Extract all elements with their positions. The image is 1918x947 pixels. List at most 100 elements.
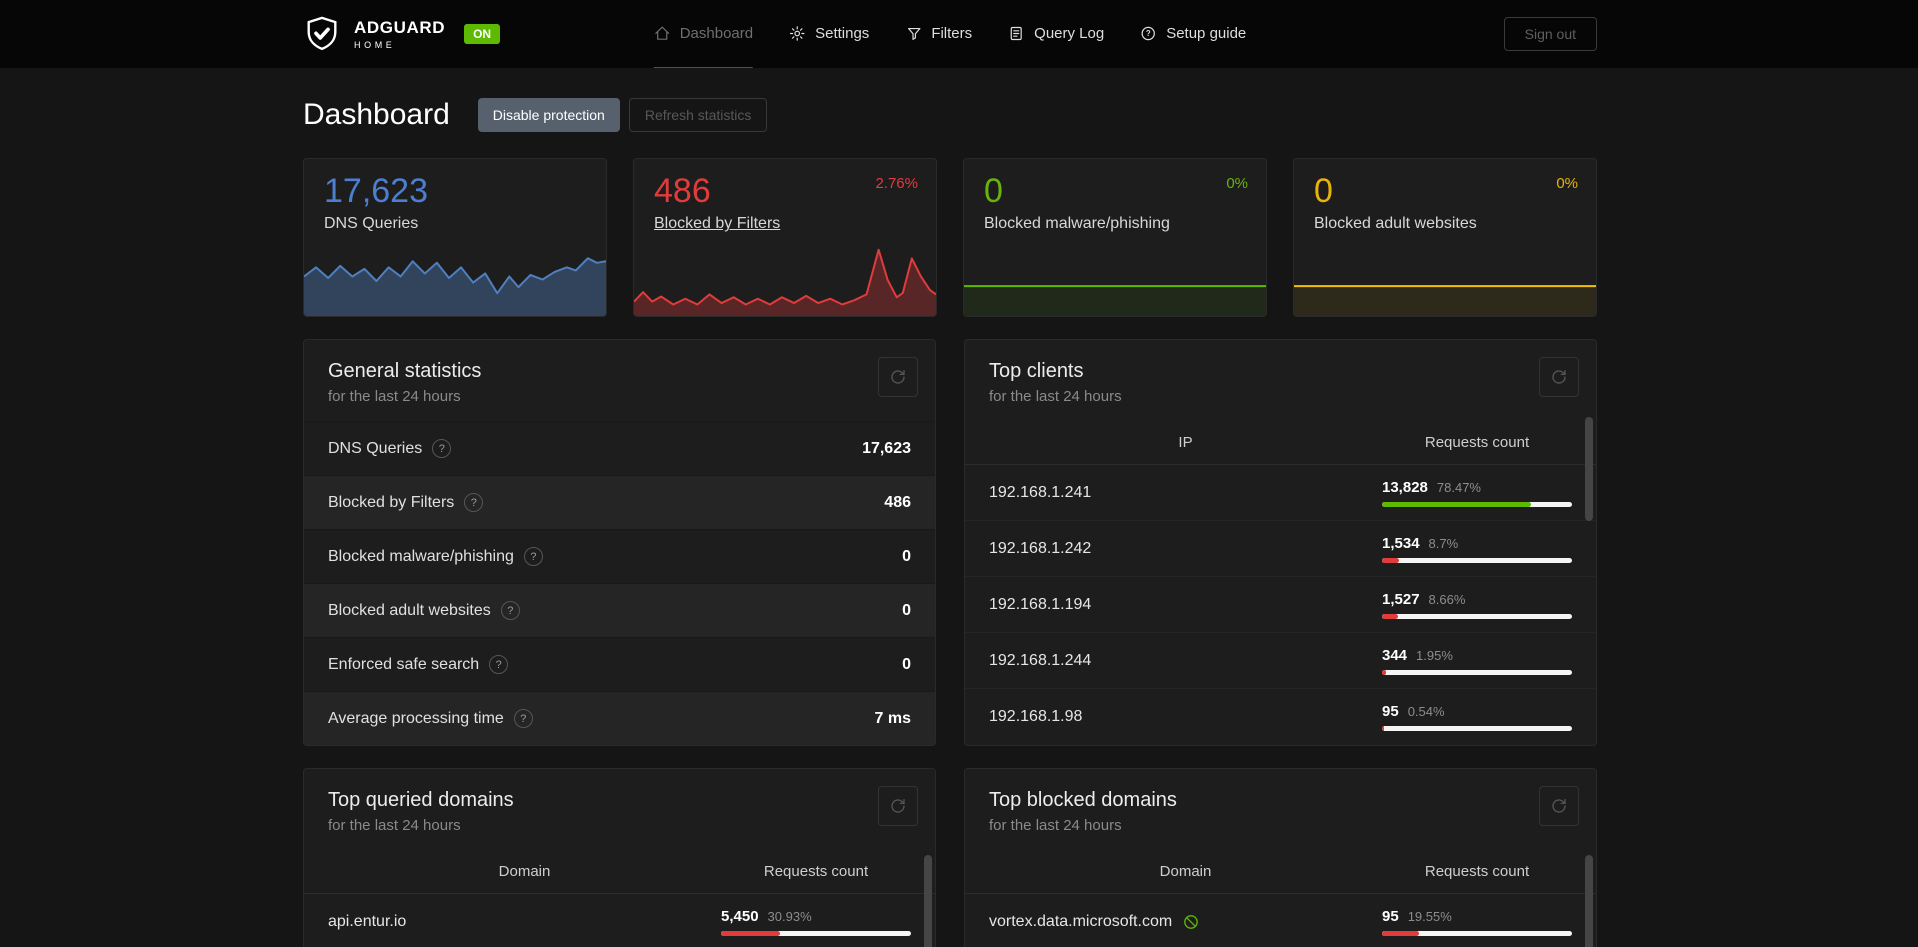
column-header-requests-count: Requests count (763, 863, 869, 880)
statistics-row: Enforced safe search? 0 (304, 637, 935, 691)
general-statistics-list: DNS Queries? 17,623 Blocked by Filters? 486… (304, 421, 935, 745)
disable-protection-button[interactable]: Disable protection (477, 98, 620, 132)
protection-status-badge: ON (464, 24, 501, 44)
top-queried-domains-subtitle: for the last 24 hours (328, 817, 461, 834)
page-header: Dashboard Disable protection Refresh sta… (303, 94, 1597, 136)
nav-menu: Dashboard Settings Filters Query Log? Setup … (653, 0, 1246, 68)
column-header-ip: IP (1178, 434, 1193, 451)
refresh-top-blocked-domains-button[interactable] (1539, 786, 1579, 826)
nav-item-filters[interactable]: Filters (905, 0, 972, 68)
general-statistics-title: General statistics (328, 360, 482, 382)
stat-card-blocked-malware-phishing: 0 Blocked malware/phishing 0% (963, 158, 1267, 317)
adguard-logo-icon (307, 16, 337, 51)
refresh-top-clients-button[interactable] (1539, 357, 1579, 397)
domain-name[interactable]: vortex.data.microsoft.com (989, 913, 1173, 930)
stat-label[interactable]: Blocked by Filters (654, 215, 781, 233)
client-ip[interactable]: 192.168.1.244 (989, 651, 1092, 669)
requests-count: 5,450 (721, 908, 759, 925)
refresh-icon (891, 798, 905, 813)
general-statistics-subtitle: for the last 24 hours (328, 388, 461, 405)
top-queried-domains-title: Top queried domains (328, 789, 514, 811)
progress-bar (1382, 557, 1572, 563)
navbar: ADGUARD HOME ON Dashboard Settings Filters… (0, 0, 1918, 68)
brand-name: ADGUARD (354, 17, 446, 37)
top-clients-table-header: IP Requests count (965, 421, 1596, 465)
top-blocked-domains-subtitle: for the last 24 hours (989, 817, 1122, 834)
stat-value: 0 (1314, 172, 1333, 210)
stat-card-blocked-adult-websites: 0 Blocked adult websites 0% (1293, 158, 1597, 317)
refresh-statistics-button[interactable]: Refresh statistics (628, 98, 768, 132)
refresh-top-queried-domains-button[interactable] (878, 786, 918, 826)
statistics-value: 7 ms (874, 709, 911, 727)
requests-count: 1,527 (1382, 590, 1420, 608)
help-icon[interactable]: ? (464, 493, 484, 512)
table-row: 192.168.1.242 1,534 8.7% (965, 521, 1596, 577)
scrollbar-thumb[interactable] (1585, 417, 1593, 521)
statistics-row: Blocked malware/phishing? 0 (304, 529, 935, 583)
sparkline-chart (1294, 272, 1596, 316)
help-icon[interactable]: ? (523, 547, 543, 566)
requests-count: 1,534 (1382, 534, 1420, 552)
requests-percent: 1.95% (1416, 647, 1453, 663)
help-icon[interactable]: ? (513, 709, 533, 728)
domain-name[interactable]: api.entur.io (328, 913, 407, 930)
statistics-value: 17,623 (862, 439, 911, 457)
statistics-label: Blocked by Filters (328, 493, 455, 511)
statistics-label: Blocked adult websites (328, 601, 491, 619)
requests-count: 13,828 (1382, 478, 1428, 496)
nav-item-label: Query Log (1034, 25, 1105, 42)
stat-percent: 0% (1556, 175, 1578, 192)
requests-count: 95 (1382, 908, 1399, 925)
help-icon[interactable]: ? (500, 601, 520, 620)
top-clients-rows: 192.168.1.241 13,828 78.47% 192.168.1.242 1,… (965, 465, 1596, 745)
scrollbar-thumb[interactable] (1585, 855, 1593, 947)
svg-text:?: ? (1146, 29, 1151, 38)
client-ip[interactable]: 192.168.1.194 (989, 595, 1092, 613)
sign-out-button[interactable]: Sign out (1503, 17, 1597, 51)
requests-count: 95 (1382, 703, 1399, 720)
requests-percent: 30.93% (767, 909, 812, 924)
client-ip[interactable]: 192.168.1.242 (989, 539, 1092, 557)
brand-subtitle: HOME (354, 39, 396, 50)
nav-item-settings[interactable]: Settings (789, 0, 869, 68)
stat-label: Blocked adult websites (1314, 215, 1477, 233)
statistics-label: Average processing time (328, 709, 504, 727)
top-blocked-domains-rows: vortex.data.microsoft.com 95 19.55% (965, 894, 1596, 947)
sparkline-chart (304, 240, 606, 316)
table-row: 192.168.1.241 13,828 78.47% (965, 465, 1596, 521)
sparkline-chart (634, 244, 936, 316)
progress-bar (721, 931, 911, 936)
help-icon[interactable]: ? (432, 439, 452, 458)
requests-percent: 0.54% (1407, 704, 1445, 719)
query-log-icon (1011, 26, 1023, 41)
general-statistics-card: General statistics for the last 24 hours… (303, 339, 936, 746)
column-header-domain: Domain (498, 863, 551, 880)
statistics-row: Blocked adult websites? 0 (304, 583, 935, 637)
scrollbar-thumb[interactable] (924, 855, 932, 947)
refresh-icon (1552, 369, 1566, 384)
home-icon (655, 26, 670, 40)
nav-item-label: Filters (931, 25, 973, 42)
refresh-general-statistics-button[interactable] (878, 357, 918, 397)
client-ip[interactable]: 192.168.1.241 (989, 483, 1092, 501)
statistics-row: Blocked by Filters? 486 (304, 475, 935, 529)
stat-value: 486 (654, 172, 711, 210)
progress-bar (1382, 669, 1572, 675)
nav-item-setup-guide[interactable]: ? Setup guide (1140, 0, 1246, 68)
help-icon[interactable]: ? (489, 655, 509, 674)
client-ip[interactable]: 192.168.1.98 (989, 708, 1083, 725)
stat-label: Blocked malware/phishing (984, 215, 1170, 233)
requests-percent: 19.55% (1407, 909, 1452, 924)
top-clients-subtitle: for the last 24 hours (989, 388, 1122, 405)
nav-item-label: Setup guide (1166, 25, 1247, 42)
progress-bar (1382, 501, 1572, 507)
requests-percent: 8.7% (1428, 535, 1459, 551)
nav-item-query-log[interactable]: Query Log (1008, 0, 1104, 68)
help-circle-icon: ? (1142, 26, 1156, 41)
statistics-value: 0 (902, 601, 911, 619)
table-row: vortex.data.microsoft.com 95 19.55% (965, 894, 1596, 947)
stat-value: 0 (984, 172, 1003, 210)
stat-percent: 0% (1226, 175, 1248, 192)
nav-item-dashboard[interactable]: Dashboard (653, 0, 754, 68)
column-header-requests-count: Requests count (1424, 863, 1530, 880)
